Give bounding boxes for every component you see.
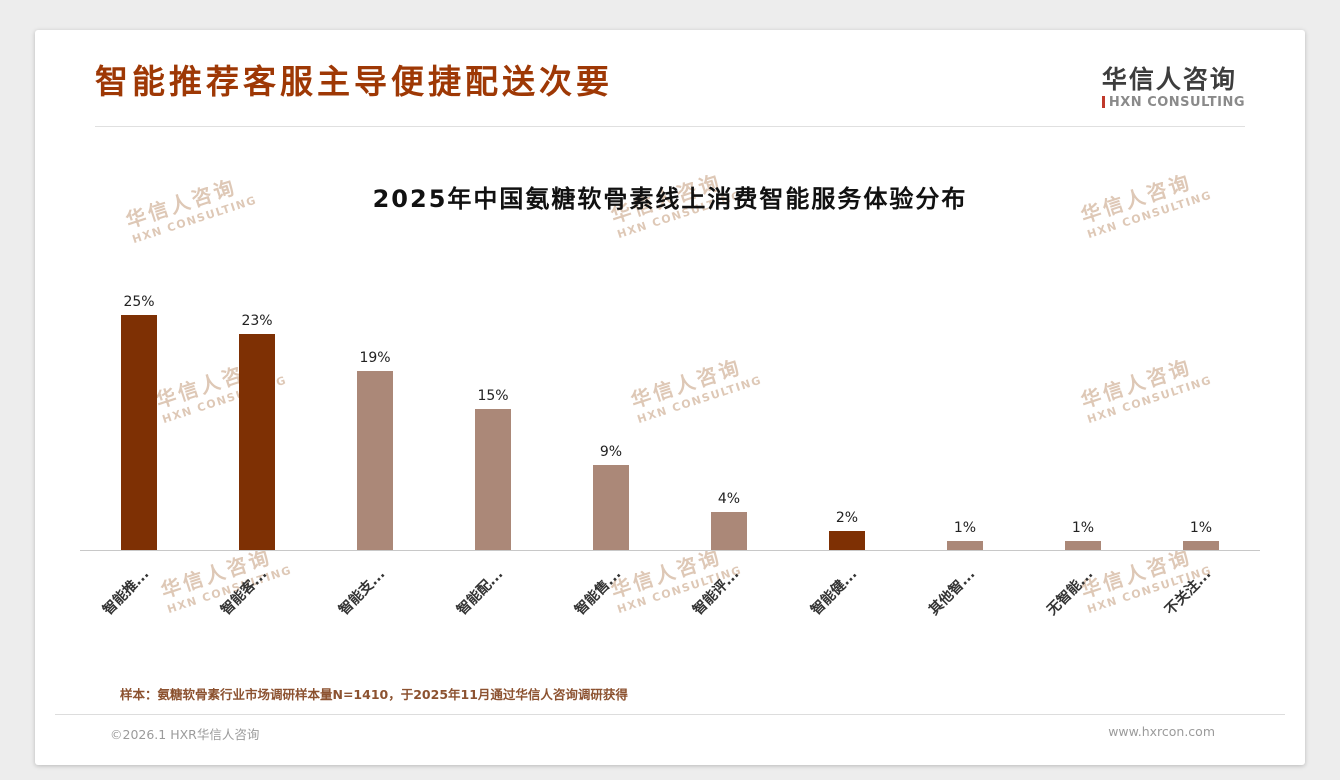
bar[interactable] — [593, 464, 629, 550]
logo-subtitle: HXN CONSULTING — [1108, 94, 1245, 110]
bar-group: 25% 智能推... — [80, 286, 198, 618]
bar-group: 23% 智能客... — [198, 286, 316, 618]
bar-group: 1% 无智能... — [1024, 286, 1142, 618]
bar-group: 2% 智能健... — [788, 286, 906, 618]
x-axis-label: 智能客... — [218, 565, 271, 619]
bar[interactable] — [121, 314, 157, 550]
bar[interactable] — [475, 408, 511, 550]
bar[interactable] — [239, 333, 275, 550]
logo-mark-icon — [1101, 96, 1105, 109]
slide-header: 智能推荐客服主导便捷配送次要 华信人咨询 HXN CONSULTING — [35, 30, 1305, 110]
bar-value-label: 9% — [599, 443, 623, 460]
bar-value-label: 2% — [835, 509, 859, 526]
header-divider — [95, 125, 1245, 127]
page-title: 智能推荐客服主导便捷配送次要 — [95, 62, 613, 101]
x-axis-label: 无智能... — [1044, 565, 1097, 619]
bar-value-label: 1% — [1071, 519, 1095, 536]
bar-value-label: 25% — [123, 293, 155, 310]
bar-group: 9% 智能售... — [552, 286, 670, 618]
x-axis-label: 智能推... — [100, 565, 153, 619]
footer-divider — [55, 713, 1285, 715]
bar-group: 1% 其他智... — [906, 286, 1024, 618]
x-axis-label: 智能评... — [690, 565, 743, 619]
slide-card: 智能推荐客服主导便捷配送次要 华信人咨询 HXN CONSULTING 2025… — [35, 30, 1305, 765]
bar-value-label: 4% — [717, 490, 741, 507]
x-axis-label: 智能支... — [336, 565, 389, 619]
bar-value-label: 1% — [1189, 519, 1213, 536]
copyright-text: ©2026.1 HXR华信人咨询 — [110, 726, 260, 742]
slide-footer: ©2026.1 HXR华信人咨询 www.hxrcon.com — [35, 715, 1305, 743]
bar-value-label: 15% — [477, 387, 509, 404]
bar[interactable] — [829, 530, 865, 550]
bar[interactable] — [711, 511, 747, 550]
sample-note: 样本：氨糖软骨素行业市场调研样本量N=1410，于2025年11月通过华信人咨询… — [120, 686, 628, 702]
x-axis-label: 智能售... — [572, 565, 625, 619]
bar[interactable] — [1183, 540, 1219, 550]
bar[interactable] — [357, 370, 393, 550]
company-logo: 华信人咨询 HXN CONSULTING — [1101, 64, 1245, 110]
bar-value-label: 1% — [953, 519, 977, 536]
bar-group: 1% 不关注... — [1142, 286, 1260, 618]
x-axis-label: 智能健... — [808, 565, 861, 619]
bar-value-label: 19% — [359, 349, 391, 366]
bar-group: 15% 智能配... — [434, 286, 552, 618]
x-axis-label: 智能配... — [454, 565, 507, 619]
bar-chart: 25% 智能推... 23% 智能客... 19% 智能支... 15% 智能配... 9% 智能… — [80, 286, 1260, 618]
bar[interactable] — [947, 540, 983, 550]
bar-group: 4% 智能评... — [670, 286, 788, 618]
bar-value-label: 23% — [241, 312, 273, 329]
x-axis-label: 其他智... — [926, 565, 979, 619]
bar-group: 19% 智能支... — [316, 286, 434, 618]
bar[interactable] — [1065, 540, 1101, 550]
chart-title: 2025年中国氨糖软骨素线上消费智能服务体验分布 — [372, 184, 968, 213]
logo-subtitle-row: HXN CONSULTING — [1101, 94, 1245, 110]
logo-name: 华信人咨询 — [1101, 65, 1237, 94]
x-axis-label: 不关注... — [1162, 565, 1215, 619]
website-link[interactable]: www.hxrcon.com — [1108, 723, 1215, 739]
